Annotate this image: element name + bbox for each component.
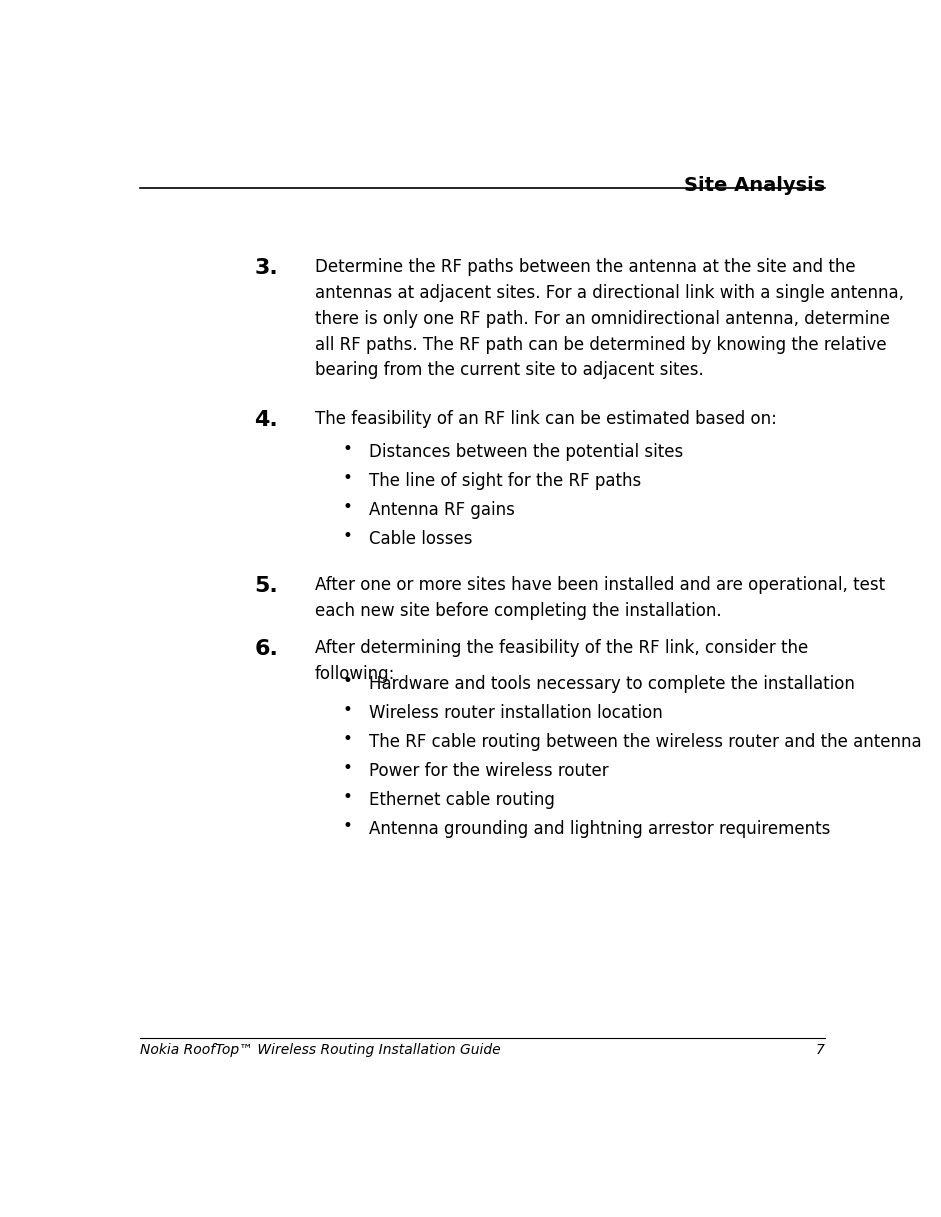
Text: •: • [343, 759, 352, 776]
Text: Nokia RoofTop™ Wireless Routing Installation Guide: Nokia RoofTop™ Wireless Routing Installa… [139, 1043, 500, 1056]
Text: 3.: 3. [254, 258, 279, 279]
Text: Distances between the potential sites: Distances between the potential sites [369, 443, 683, 461]
Text: The feasibility of an RF link can be estimated based on:: The feasibility of an RF link can be est… [314, 410, 776, 428]
Text: Antenna RF gains: Antenna RF gains [369, 501, 515, 520]
Text: •: • [343, 787, 352, 806]
Text: Site Analysis: Site Analysis [684, 176, 825, 195]
Text: 6.: 6. [254, 639, 279, 658]
Text: Wireless router installation location: Wireless router installation location [369, 703, 663, 722]
Text: After one or more sites have been installed and are operational, test
each new s: After one or more sites have been instal… [314, 576, 885, 619]
Text: Cable losses: Cable losses [369, 531, 472, 548]
Text: 5.: 5. [254, 576, 279, 596]
Text: The line of sight for the RF paths: The line of sight for the RF paths [369, 472, 642, 490]
Text: •: • [343, 499, 352, 516]
Text: •: • [343, 701, 352, 719]
Text: •: • [343, 730, 352, 748]
Text: 7: 7 [816, 1043, 825, 1056]
Text: Determine the RF paths between the antenna at the site and the
antennas at adjac: Determine the RF paths between the anten… [314, 258, 903, 380]
Text: Antenna grounding and lightning arrestor requirements: Antenna grounding and lightning arrestor… [369, 820, 831, 837]
Text: •: • [343, 672, 352, 690]
Text: The RF cable routing between the wireless router and the antenna: The RF cable routing between the wireles… [369, 733, 922, 751]
Text: Hardware and tools necessary to complete the installation: Hardware and tools necessary to complete… [369, 674, 855, 692]
Text: Ethernet cable routing: Ethernet cable routing [369, 791, 555, 809]
Text: •: • [343, 470, 352, 487]
Text: Power for the wireless router: Power for the wireless router [369, 762, 609, 780]
Text: •: • [343, 441, 352, 459]
Text: 4.: 4. [254, 410, 279, 431]
Text: After determining the feasibility of the RF link, consider the
following:: After determining the feasibility of the… [314, 639, 807, 683]
Text: •: • [343, 527, 352, 545]
Text: •: • [343, 817, 352, 835]
